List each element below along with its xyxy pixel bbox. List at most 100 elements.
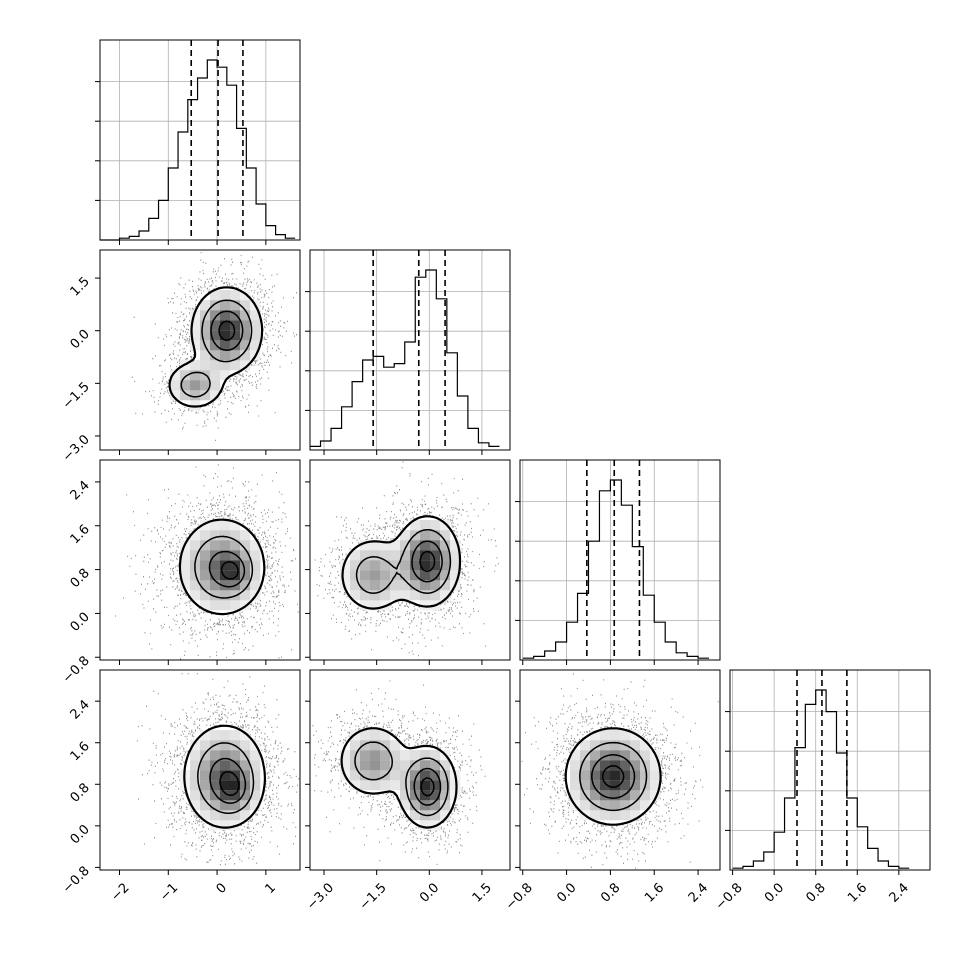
density-cell-bg: [390, 550, 401, 561]
density-cell-bg: [240, 590, 251, 601]
density-cell: [240, 730, 251, 741]
density-cell: [580, 760, 591, 771]
density-cell: [420, 520, 431, 531]
density-cell: [420, 590, 431, 601]
density-cell-bg: [230, 520, 241, 531]
density-cell: [200, 590, 211, 601]
density-cell-bg: [420, 760, 431, 771]
density-cell-bg: [230, 530, 241, 541]
density-cell: [230, 350, 241, 361]
x-tick-label: −0.8: [503, 880, 536, 913]
density-cell-bg: [420, 520, 431, 531]
density-cell: [210, 330, 221, 341]
density-cell: [210, 760, 221, 771]
contour-line: [591, 754, 636, 799]
density-cell-bg: [250, 770, 261, 781]
y-tick-label: 0.8: [68, 781, 93, 806]
density-cell: [570, 770, 581, 781]
histogram-panel-p3: [729, 669, 931, 871]
density-cell-bg: [220, 530, 231, 541]
density-cell-bg: [220, 520, 231, 531]
density-cell-bg: [430, 810, 441, 821]
density-cell-bg: [250, 750, 261, 761]
density-panel-p0-p2: [99, 459, 301, 661]
density-cell: [590, 740, 601, 751]
density-cell: [240, 590, 251, 601]
panel-background: [100, 40, 300, 240]
density-cell-bg: [600, 730, 611, 741]
histogram-step: [732, 689, 910, 869]
density-cell-bg: [370, 580, 381, 591]
density-cell: [380, 540, 391, 551]
density-cell-bg: [250, 580, 261, 591]
density-cell: [220, 790, 231, 801]
y-tick-label: 1.6: [68, 739, 93, 764]
density-cell: [210, 340, 221, 351]
density-cell-bg: [210, 530, 221, 541]
density-cell: [240, 290, 251, 301]
density-cell: [240, 770, 251, 781]
density-cell: [400, 760, 411, 771]
density-cell-bg: [420, 530, 431, 541]
density-cell-bg: [220, 820, 231, 831]
density-cell: [630, 740, 641, 751]
density-cell-bg: [190, 550, 201, 561]
density-cell-bg: [440, 810, 451, 821]
density-cell-bg: [200, 520, 211, 531]
density-cell-bg: [220, 370, 231, 381]
density-cell: [200, 560, 211, 571]
density-cell: [220, 370, 231, 381]
panel-frame: [309, 249, 511, 451]
density-cell: [210, 580, 221, 591]
density-cell: [640, 790, 651, 801]
density-cell-bg: [200, 750, 211, 761]
density-cell-bg: [250, 790, 261, 801]
density-cell-bg: [350, 770, 361, 781]
x-tick-label: 1.6: [642, 880, 667, 905]
density-cell-bg: [190, 360, 201, 371]
histogram-step: [100, 59, 296, 241]
density-cell: [340, 570, 351, 581]
density-cell: [200, 800, 211, 811]
density-cell-bg: [610, 740, 621, 751]
contour-line: [419, 550, 436, 573]
density-cell-bg: [640, 800, 651, 811]
density-cell-bg: [400, 790, 411, 801]
density-cell-bg: [350, 780, 361, 791]
density-cell-bg: [370, 750, 381, 761]
density-cell: [230, 800, 241, 811]
density-cell: [600, 760, 611, 771]
density-cell: [240, 810, 251, 821]
density-cell: [360, 600, 371, 611]
density-cell-bg: [600, 750, 611, 761]
density-cell: [250, 320, 261, 331]
density-cell: [440, 760, 451, 771]
density-cell: [570, 790, 581, 801]
density-cell: [410, 590, 421, 601]
density-cell-bg: [390, 540, 401, 551]
density-cell: [250, 540, 261, 551]
density-cell: [190, 780, 201, 791]
density-cell: [390, 750, 401, 761]
density-cell: [220, 360, 231, 371]
density-cell: [190, 750, 201, 761]
density-cell: [200, 730, 211, 741]
density-cell: [410, 750, 421, 761]
density-cell: [340, 580, 351, 591]
density-cell: [230, 530, 241, 541]
density-cell: [360, 760, 371, 771]
x-tick-label: 0: [214, 880, 230, 896]
density-cell-bg: [620, 810, 631, 821]
density-cell-bg: [230, 290, 241, 301]
density-cell-bg: [380, 760, 391, 771]
density-cell: [210, 560, 221, 571]
density-cell-bg: [240, 290, 251, 301]
density-cell-bg: [630, 780, 641, 791]
density-cell: [410, 550, 421, 561]
density-cell-bg: [430, 590, 441, 601]
density-cell-bg: [580, 770, 591, 781]
density-cell-bg: [210, 800, 221, 811]
density-cell: [350, 580, 361, 591]
density-cell-bg: [410, 750, 421, 761]
density-cell: [430, 810, 441, 821]
